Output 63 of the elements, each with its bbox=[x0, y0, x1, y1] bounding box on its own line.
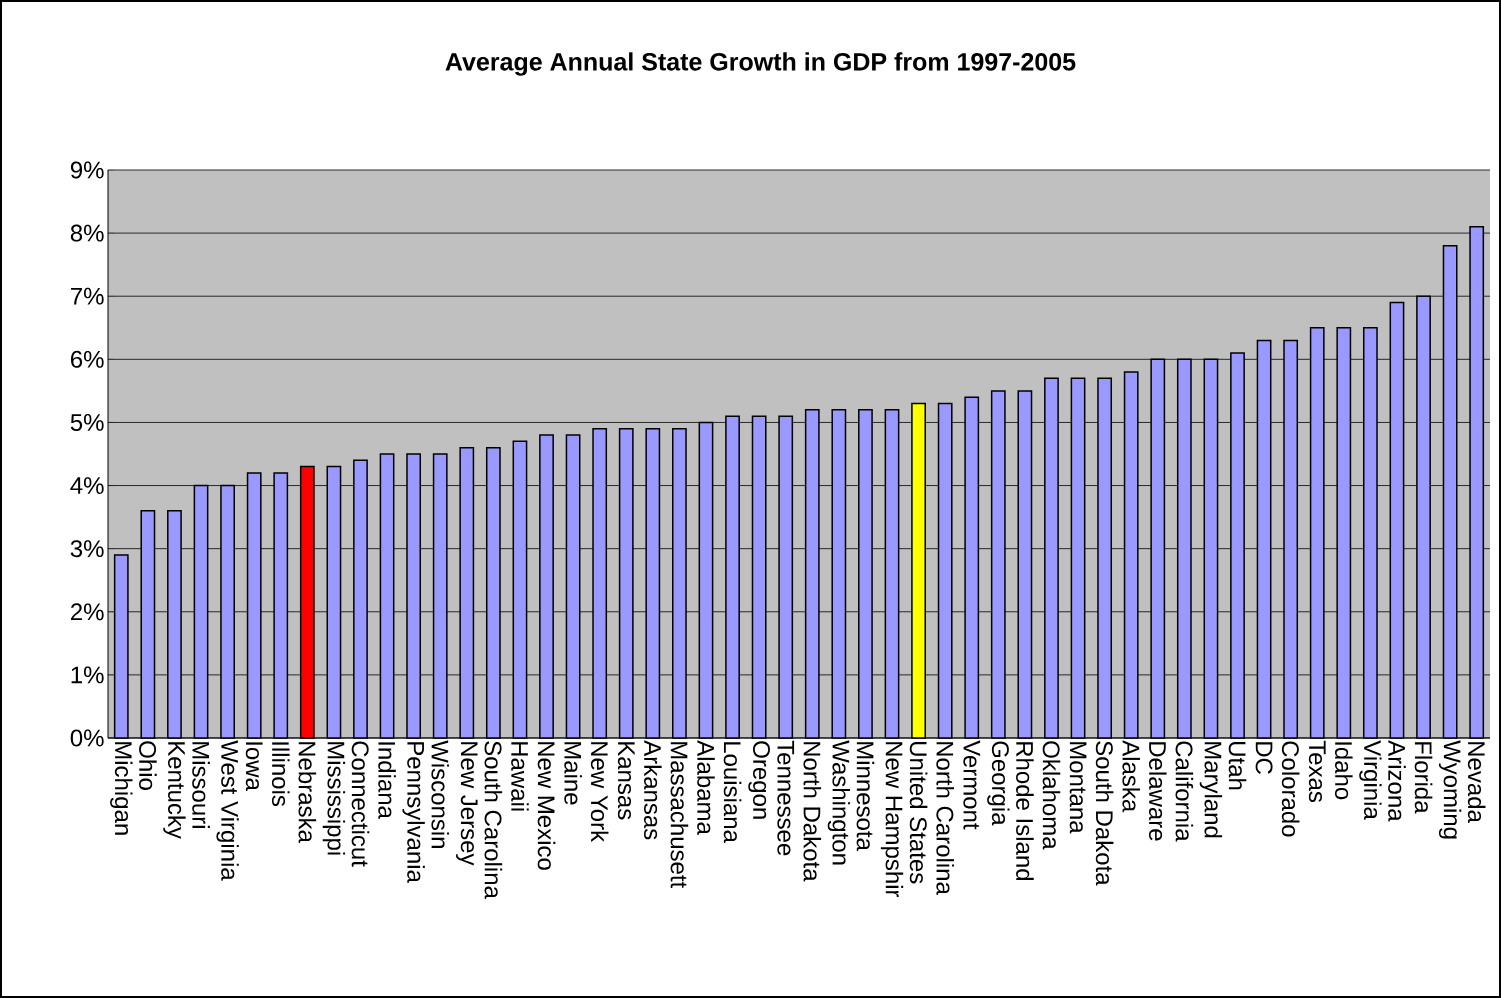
x-tick-label: Montana bbox=[1069, 742, 1087, 834]
x-tick-label: Ohio bbox=[139, 741, 157, 790]
x-tick-label: Tennessee bbox=[777, 740, 795, 856]
y-tick-label: 7% bbox=[71, 287, 104, 305]
x-tick-label: New Mexico bbox=[537, 742, 556, 870]
x-tick-label: Minnesota bbox=[856, 742, 875, 851]
x-tick-label: Mississippi bbox=[322, 742, 346, 855]
x-tick-label: Louisiana bbox=[723, 742, 742, 843]
x-tick-label: Alaska bbox=[1122, 740, 1141, 813]
x-tick-label: Michigan bbox=[110, 742, 133, 835]
x-tick-label: Washington bbox=[827, 740, 851, 865]
x-tick-label: Utah bbox=[1228, 742, 1247, 790]
x-tick-label: Massachusett bbox=[670, 742, 689, 889]
x-tick-label: Delaware bbox=[1148, 742, 1167, 841]
x-tick-label: Kansas bbox=[617, 742, 635, 820]
x-tick-label: Iowa bbox=[245, 742, 263, 791]
y-tick-label: 1% bbox=[71, 666, 104, 684]
x-tick-label: Oregon bbox=[748, 741, 770, 819]
y-tick-label: 8% bbox=[70, 224, 104, 242]
x-tick-label: Vermont bbox=[963, 740, 981, 830]
x-tick-label: Wyoming bbox=[1438, 740, 1462, 839]
x-tick-label: Connecticut bbox=[351, 741, 370, 867]
x-tick-label: Texas bbox=[1308, 740, 1326, 803]
x-tick-label: South Carolina bbox=[484, 741, 503, 899]
x-tick-label: United States bbox=[909, 742, 928, 884]
x-tick-label: Indiana bbox=[378, 742, 396, 819]
x-tick-label: Alabama bbox=[697, 740, 715, 835]
x-tick-label: North Carolina bbox=[936, 742, 954, 895]
x-tick-label: Nevada bbox=[1467, 742, 1486, 823]
x-tick-label: Nebraska bbox=[298, 742, 317, 843]
y-tick-label: 3% bbox=[70, 540, 104, 558]
x-tick-label: Maine bbox=[564, 742, 582, 805]
x-tick-label: Illinois bbox=[271, 742, 290, 807]
x-tick-label: Arkansas bbox=[644, 740, 662, 840]
x-tick-label: Hawaii bbox=[511, 742, 529, 811]
x-tick-label: Missouri bbox=[192, 742, 210, 828]
x-tick-label: Virginia bbox=[1359, 740, 1382, 820]
x-tick-label: Wisconsin bbox=[431, 740, 450, 848]
y-tick-label: 0% bbox=[70, 729, 104, 747]
x-tick-label: New Hampshir bbox=[880, 742, 904, 898]
chart-title: Average Annual State Growth in GDP from 1997-2005 bbox=[445, 52, 1076, 76]
x-tick-label: DC bbox=[1255, 742, 1273, 774]
y-tick-label: 5% bbox=[70, 413, 104, 431]
x-tick-label: Kentucky bbox=[163, 742, 186, 839]
y-tick-label: 9% bbox=[70, 161, 104, 179]
y-tick-label: 4% bbox=[70, 477, 104, 494]
x-tick-label: Georgia bbox=[987, 741, 1010, 826]
x-tick-label: Arizona bbox=[1388, 740, 1406, 822]
x-tick-label: New York bbox=[590, 742, 609, 843]
y-tick-label: 6% bbox=[71, 350, 104, 368]
x-tick-label: South Dakota bbox=[1095, 741, 1114, 886]
x-tick-label: California bbox=[1175, 741, 1194, 842]
x-tick-label: Oklahoma bbox=[1042, 741, 1061, 850]
x-tick-label: Colorado bbox=[1281, 741, 1300, 837]
x-tick-label: Pennsylvania bbox=[402, 742, 425, 883]
x-tick-label: Idaho bbox=[1334, 742, 1353, 800]
x-tick-label: Florida bbox=[1414, 742, 1433, 814]
x-tick-label: Maryland bbox=[1199, 742, 1223, 838]
y-tick-label: 2% bbox=[71, 603, 104, 621]
x-tick-label: West Virginia bbox=[216, 740, 239, 881]
x-tick-label: New Jersey bbox=[456, 742, 478, 866]
x-tick-label: Rhode Island bbox=[1016, 742, 1034, 881]
x-tick-label: North Dakota bbox=[803, 742, 822, 882]
